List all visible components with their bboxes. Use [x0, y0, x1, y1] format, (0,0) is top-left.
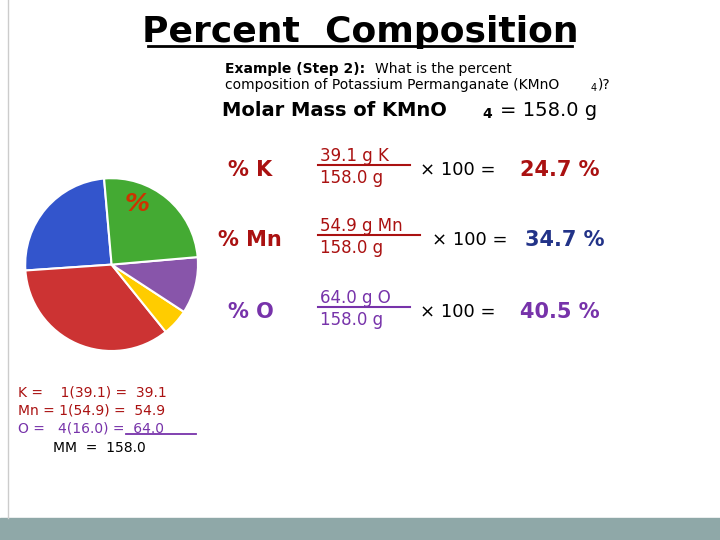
- Text: K =    1(39.1) =  39.1: K = 1(39.1) = 39.1: [18, 385, 167, 399]
- Text: 158.0 g: 158.0 g: [320, 239, 383, 257]
- Bar: [0, 518, 720, 540]
- Text: 158.0 g: 158.0 g: [320, 311, 383, 329]
- Text: O =   4(16.0) =  64.0: O = 4(16.0) = 64.0: [18, 421, 164, 435]
- Text: What is the percent: What is the percent: [375, 62, 512, 76]
- Text: composition of Potassium Permanganate (KMnO: composition of Potassium Permanganate (K…: [225, 78, 559, 92]
- Text: Example (Step 2):: Example (Step 2):: [225, 62, 365, 76]
- Text: Percent  Composition: Percent Composition: [142, 15, 578, 49]
- Wedge shape: [112, 265, 184, 332]
- Text: 24.7 %: 24.7 %: [520, 160, 600, 180]
- Text: 54.9 g Mn: 54.9 g Mn: [320, 217, 402, 235]
- Text: 158.0 g: 158.0 g: [320, 169, 383, 187]
- Text: MM  =  158.0: MM = 158.0: [18, 441, 145, 455]
- Text: 4: 4: [482, 107, 492, 121]
- Text: = 158.0 g: = 158.0 g: [500, 100, 597, 119]
- Text: Molar Mass of KMnO: Molar Mass of KMnO: [222, 100, 447, 119]
- Text: 4: 4: [591, 83, 597, 93]
- Text: )?: )?: [598, 78, 611, 92]
- Text: %: %: [125, 192, 150, 216]
- Text: 39.1 g K: 39.1 g K: [320, 147, 389, 165]
- Text: 64.0 g O: 64.0 g O: [320, 289, 391, 307]
- Wedge shape: [25, 179, 112, 271]
- Wedge shape: [25, 265, 166, 351]
- Text: × 100 =: × 100 =: [432, 231, 513, 249]
- Text: × 100 =: × 100 =: [420, 161, 501, 179]
- Text: 34.7 %: 34.7 %: [525, 230, 605, 250]
- Text: × 100 =: × 100 =: [420, 303, 501, 321]
- Text: 40.5 %: 40.5 %: [520, 302, 600, 322]
- Text: % K: % K: [228, 160, 272, 180]
- Text: % Mn: % Mn: [218, 230, 282, 250]
- Text: % O: % O: [228, 302, 274, 322]
- Text: Mn = 1(54.9) =  54.9: Mn = 1(54.9) = 54.9: [18, 403, 165, 417]
- Wedge shape: [104, 178, 198, 265]
- Wedge shape: [112, 257, 198, 312]
